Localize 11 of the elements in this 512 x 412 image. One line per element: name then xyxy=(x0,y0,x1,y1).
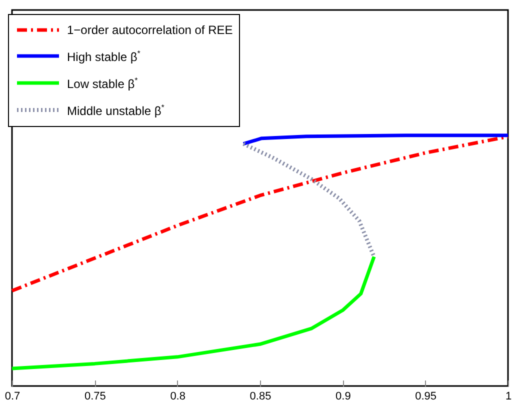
x-tick-label: 0.7 xyxy=(4,390,20,402)
legend-label: 1−order autocorrelation of REE xyxy=(67,22,233,39)
x-tick-label: 0.75 xyxy=(84,390,106,402)
x-tick-label: 1 xyxy=(505,390,512,402)
x-tick-label: 0.9 xyxy=(336,390,351,402)
legend-label: Low stable β$^{*}$ xyxy=(67,75,138,93)
x-tick-label: 0.85 xyxy=(250,390,272,402)
legend-label: Middle unstable β$^{*}$ xyxy=(67,102,164,120)
x-tick-label: 0.8 xyxy=(170,390,186,402)
legend-label: High stable β$^{*}$ xyxy=(67,48,140,66)
x-tick-label: 0.95 xyxy=(415,390,437,402)
